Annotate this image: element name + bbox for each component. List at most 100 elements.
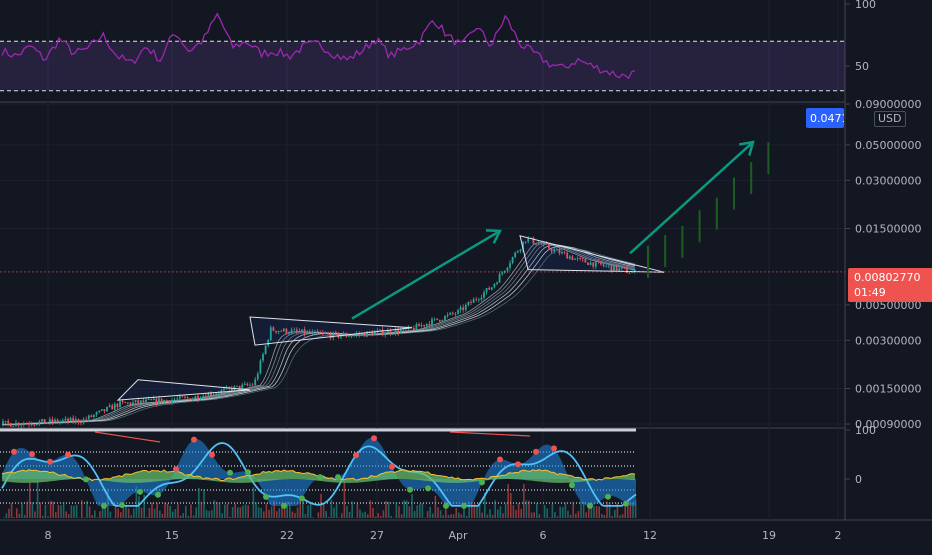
volume-bar bbox=[190, 504, 192, 518]
volume-bar bbox=[42, 516, 44, 518]
candle-body bbox=[218, 393, 220, 394]
volume-bar bbox=[523, 484, 525, 518]
osc-signal-dot bbox=[317, 474, 323, 480]
osc-signal-dot bbox=[209, 452, 215, 458]
volume-bar bbox=[229, 517, 231, 518]
candle-body bbox=[169, 400, 171, 403]
volume-bar bbox=[455, 508, 457, 518]
osc-signal-dot bbox=[569, 482, 575, 488]
time-tick-label: Apr bbox=[448, 529, 468, 542]
current-price-badge: 0.0471 bbox=[806, 108, 844, 128]
volume-bar bbox=[604, 515, 606, 518]
candle-body bbox=[184, 397, 186, 398]
volume-bar bbox=[359, 510, 361, 518]
volume-bar bbox=[247, 505, 249, 518]
volume-bar bbox=[91, 515, 93, 518]
time-tick-label: 22 bbox=[280, 529, 294, 542]
volume-bar bbox=[99, 511, 101, 518]
candle-body bbox=[31, 425, 33, 426]
volume-bar bbox=[396, 502, 398, 518]
volume-bar bbox=[383, 510, 385, 518]
volume-bar bbox=[614, 510, 616, 518]
time-tick-label: 27 bbox=[370, 529, 384, 542]
volume-bar bbox=[554, 512, 556, 518]
candle-body bbox=[384, 333, 386, 335]
currency-label[interactable]: USD bbox=[874, 111, 906, 127]
volume-bar bbox=[172, 512, 174, 518]
rsi-band bbox=[0, 41, 845, 91]
volume-bar bbox=[424, 518, 426, 519]
last-price-badge: 0.00802770 01:49 bbox=[848, 268, 932, 302]
osc-signal-dot bbox=[29, 451, 35, 457]
volume-bar bbox=[450, 514, 452, 518]
volume-bar bbox=[310, 503, 312, 519]
candle-body bbox=[182, 396, 184, 397]
osc-tick-label: 0 bbox=[855, 473, 862, 486]
candle-body bbox=[431, 319, 433, 325]
time-tick-label: 15 bbox=[165, 529, 179, 542]
candle-body bbox=[400, 330, 402, 333]
candle-body bbox=[470, 302, 472, 303]
candle-body bbox=[462, 307, 464, 310]
volume-bar bbox=[494, 500, 496, 518]
volume-bar bbox=[180, 516, 182, 518]
candle-body bbox=[265, 346, 267, 354]
volume-bar bbox=[214, 500, 216, 518]
osc-signal-dot bbox=[407, 487, 413, 493]
volume-bar bbox=[271, 507, 273, 519]
volume-bar bbox=[141, 508, 143, 518]
volume-bar bbox=[598, 507, 600, 519]
candle-body bbox=[93, 415, 95, 417]
candle-body bbox=[254, 379, 256, 385]
volume-bar bbox=[578, 511, 580, 518]
volume-bar bbox=[323, 504, 325, 518]
rsi-tick-label: 50 bbox=[855, 60, 869, 73]
candle-body bbox=[189, 398, 191, 400]
volume-bar bbox=[13, 517, 15, 518]
volume-bar bbox=[146, 517, 148, 518]
candle-body bbox=[455, 314, 457, 315]
volume-bar bbox=[307, 506, 309, 519]
volume-bar bbox=[513, 505, 515, 518]
volume-bar bbox=[341, 513, 343, 518]
volume-bar bbox=[227, 504, 229, 518]
candle-body bbox=[171, 400, 173, 403]
candle-body bbox=[41, 419, 43, 421]
volume-bar bbox=[182, 513, 184, 518]
price-tick-label: 0.09000000 bbox=[855, 98, 921, 111]
volume-bar bbox=[385, 501, 387, 518]
volume-bar bbox=[476, 507, 478, 519]
volume-bar bbox=[133, 509, 135, 519]
volume-bar bbox=[416, 505, 418, 518]
osc-signal-dot bbox=[425, 485, 431, 491]
volume-bar bbox=[198, 488, 200, 518]
candle-body bbox=[114, 404, 116, 410]
candle-body bbox=[507, 268, 509, 271]
candle-body bbox=[429, 324, 431, 326]
volume-bar bbox=[253, 487, 255, 518]
volume-bar bbox=[188, 516, 190, 518]
candle-body bbox=[91, 416, 93, 418]
osc-signal-dot bbox=[227, 470, 233, 476]
volume-bar bbox=[570, 515, 572, 518]
volume-bar bbox=[195, 507, 197, 518]
candle-body bbox=[36, 425, 38, 426]
volume-bar bbox=[427, 511, 429, 518]
price-tick-label: 0.01500000 bbox=[855, 223, 921, 236]
countdown-timer: 01:49 bbox=[854, 285, 926, 300]
candle-body bbox=[241, 385, 243, 389]
candle-body bbox=[447, 315, 449, 316]
candle-body bbox=[436, 319, 438, 320]
volume-bar bbox=[86, 501, 88, 518]
candle-body bbox=[59, 421, 61, 422]
candle-body bbox=[119, 401, 121, 407]
candle-body bbox=[488, 288, 490, 290]
osc-signal-dot bbox=[173, 466, 179, 472]
volume-bar bbox=[185, 506, 187, 518]
volume-bar bbox=[333, 508, 335, 518]
volume-bar bbox=[224, 505, 226, 518]
volume-bar bbox=[71, 505, 73, 518]
candle-body bbox=[452, 313, 454, 314]
